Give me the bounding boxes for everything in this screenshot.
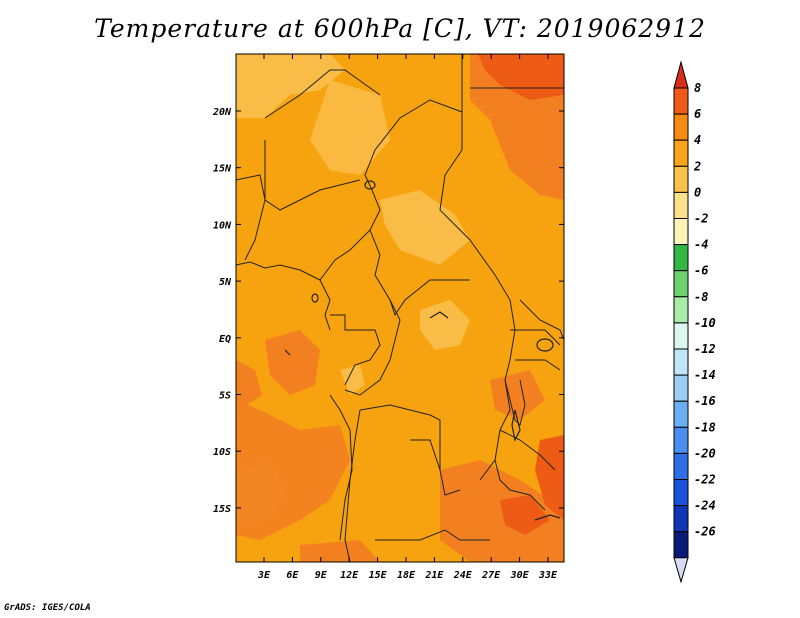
colorbar: 8 6 4 2 0 -2 -4 -6 -8 -10 -12 -14 -16 -18 -20 -22 -24 -26 xyxy=(673,60,716,584)
hot-patch xyxy=(535,435,564,520)
colorbar-label: 2 xyxy=(693,159,701,173)
cool-patch xyxy=(310,80,390,175)
colorbar-segment xyxy=(673,244,689,272)
colorbar-segment xyxy=(673,191,689,219)
lon-tick-label: 15E xyxy=(369,570,388,581)
cool-patch xyxy=(420,300,470,350)
colorbar-segment xyxy=(673,270,689,298)
colorbar-label: 6 xyxy=(694,107,701,121)
lon-tick-label: 24E xyxy=(453,570,473,581)
longitude-labels: 3E 6E 9E 12E 15E 18E 21E 24E 27E 30E 33E xyxy=(257,570,558,581)
colorbar-label: -6 xyxy=(694,264,708,278)
lat-tick-label: 5N xyxy=(219,277,232,288)
colorbar-label: -2 xyxy=(694,212,708,226)
colorbar-segment xyxy=(673,113,689,141)
colorbar-segment xyxy=(673,400,689,428)
credit-label: GrADS: IGES/COLA xyxy=(4,603,91,613)
colorbar-label: -16 xyxy=(694,394,716,408)
lat-tick-label: 10N xyxy=(213,220,232,231)
lon-tick-label: 6E xyxy=(286,570,299,581)
colorbar-segment xyxy=(673,374,689,402)
lat-tick-label: EQ xyxy=(219,334,231,345)
colorbar-segment xyxy=(673,348,689,376)
colorbar-bottom-arrow xyxy=(673,557,689,584)
colorbar-label: -26 xyxy=(694,525,716,539)
colorbar-label: -8 xyxy=(694,290,708,304)
lon-tick-label: 27E xyxy=(481,570,501,581)
lat-tick-label: 10S xyxy=(213,447,231,458)
colorbar-segment xyxy=(673,426,689,454)
colorbar-label: 0 xyxy=(694,185,701,199)
colorbar-top-arrow xyxy=(673,60,689,89)
lon-tick-label: 12E xyxy=(340,570,359,581)
colorbar-segment xyxy=(673,218,689,246)
hot-patch xyxy=(500,495,550,535)
axis-ticks xyxy=(236,54,564,562)
warm-patch xyxy=(490,370,545,420)
colorbar-segment xyxy=(673,322,689,350)
colorbar-label: -18 xyxy=(694,420,716,434)
country-boundaries xyxy=(235,54,565,563)
colorbar-label: -24 xyxy=(694,499,716,513)
colorbar-label: 8 xyxy=(694,81,701,95)
map-frame xyxy=(235,53,565,563)
colorbar-segment xyxy=(673,531,689,559)
lon-tick-label: 9E xyxy=(315,570,328,581)
lat-tick-label: 5S xyxy=(219,391,231,402)
cool-patch xyxy=(236,54,345,118)
warm-patch xyxy=(265,330,320,395)
lon-tick-label: 33E xyxy=(538,570,558,581)
colorbar-label: -12 xyxy=(694,342,716,356)
warm-patch xyxy=(440,460,564,562)
colorbar-label: -4 xyxy=(694,238,708,252)
colorbar-label: 4 xyxy=(694,133,701,147)
colorbar-segment xyxy=(673,139,689,167)
lon-tick-label: 21E xyxy=(424,570,444,581)
map-title: Temperature at 600hPa [C], VT: 201906291… xyxy=(94,14,706,43)
warm-patch xyxy=(300,540,380,562)
cool-patch xyxy=(380,190,470,265)
latitude-labels: 20N 15N 10N 5N EQ 5S 10S 15S xyxy=(212,107,232,515)
lon-tick-label: 3E xyxy=(257,570,271,581)
lakes xyxy=(284,180,561,521)
cool-patch xyxy=(340,365,365,395)
lon-tick-label: 30E xyxy=(510,570,530,581)
colorbar-segment xyxy=(673,452,689,480)
colorbar-segment xyxy=(673,165,689,193)
lat-tick-label: 15S xyxy=(213,504,231,515)
colorbar-label: -20 xyxy=(694,446,716,460)
lat-tick-label: 20N xyxy=(212,107,232,118)
colorbar-label: -10 xyxy=(694,316,716,330)
colorbar-label: -22 xyxy=(694,473,716,487)
lat-tick-label: 15N xyxy=(213,164,232,175)
colorbar-segment xyxy=(673,479,689,507)
colorbar-segment xyxy=(673,87,689,115)
colorbar-segment xyxy=(673,505,689,533)
warm-patch xyxy=(236,400,350,540)
warm-patch xyxy=(236,360,262,410)
lon-tick-label: 18E xyxy=(397,570,416,581)
colorbar-segment xyxy=(673,296,689,324)
colorbar-label: -14 xyxy=(694,368,716,382)
